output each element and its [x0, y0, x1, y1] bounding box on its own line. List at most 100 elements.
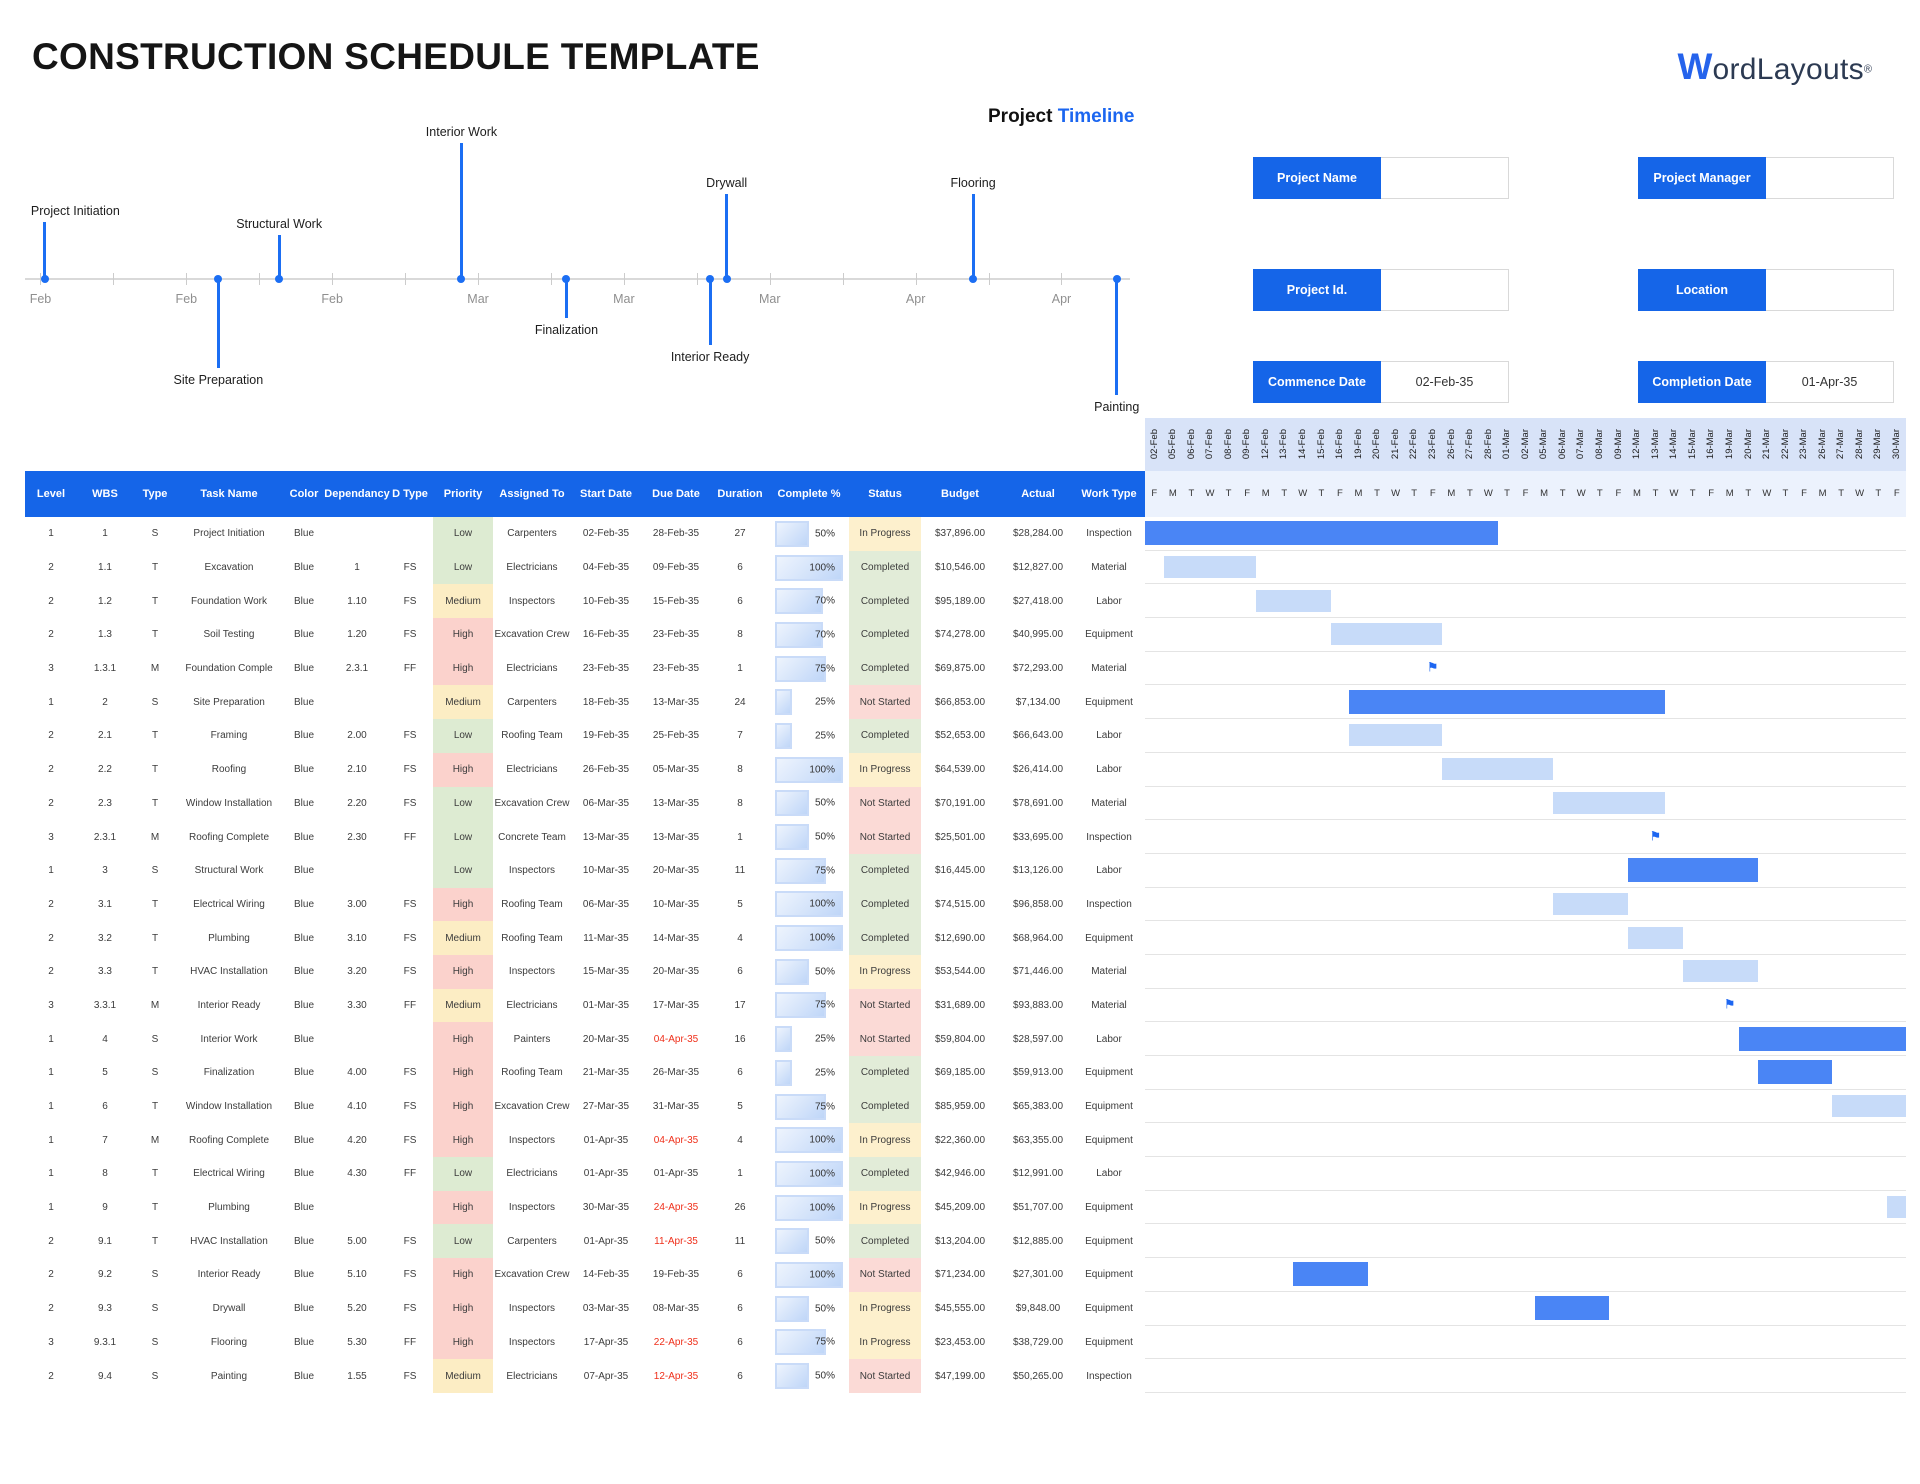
cell-type[interactable]: T	[151, 595, 159, 607]
cell-type[interactable]: T	[151, 730, 159, 742]
cell-complete[interactable]: 75%	[769, 989, 849, 1023]
cell-actual[interactable]: $93,883.00	[1012, 999, 1064, 1011]
cell-task-name[interactable]: Project Initiation	[193, 528, 265, 540]
cell-work-type[interactable]: Equipment	[1085, 1202, 1133, 1214]
cell-complete[interactable]: 75%	[769, 854, 849, 888]
cell-type[interactable]: S	[151, 696, 159, 708]
cell-task-name[interactable]: HVAC Installation	[190, 966, 268, 978]
cell-due-date[interactable]: 17-Mar-35	[652, 999, 700, 1011]
cell-task-name[interactable]: Interior Ready	[197, 1269, 261, 1281]
cell-dependency[interactable]: 5.10	[347, 1269, 367, 1281]
cell-due-date[interactable]: 15-Feb-35	[652, 595, 700, 607]
cell-wbs[interactable]: 3	[102, 865, 108, 877]
cell-dependency[interactable]	[327, 1022, 387, 1056]
cell-task-name[interactable]: Site Preparation	[193, 696, 265, 708]
cell-duration[interactable]: 8	[737, 629, 743, 641]
cell-type[interactable]: S	[151, 1033, 159, 1045]
cell-task-name[interactable]: Painting	[210, 1370, 248, 1382]
cell-d-type[interactable]: FF	[403, 831, 417, 843]
cell-level[interactable]: 1	[48, 1067, 54, 1079]
cell-dependency[interactable]: 1.20	[347, 629, 367, 641]
cell-actual[interactable]: $63,355.00	[1012, 1134, 1064, 1146]
cell-d-type[interactable]	[387, 1191, 433, 1225]
cell-budget[interactable]: $70,191.00	[934, 797, 986, 809]
cell-budget[interactable]: $16,445.00	[934, 865, 986, 877]
cell-due-date[interactable]: 14-Mar-35	[652, 932, 700, 944]
cell-priority[interactable]: High	[433, 651, 493, 686]
cell-priority[interactable]: High	[433, 1291, 493, 1326]
cell-level[interactable]: 1	[48, 696, 54, 708]
cell-work-type[interactable]: Equipment	[1085, 1303, 1133, 1315]
cell-level[interactable]: 1	[48, 1168, 54, 1180]
cell-actual[interactable]: $66,643.00	[1012, 730, 1064, 742]
cell-status[interactable]: In Progress	[849, 517, 921, 551]
cell-priority[interactable]: High	[433, 1022, 493, 1056]
cell-work-type[interactable]: Labor	[1096, 764, 1122, 776]
cell-task-name[interactable]: HVAC Installation	[190, 1235, 268, 1247]
cell-priority[interactable]: Low	[433, 719, 493, 753]
cell-color[interactable]: Blue	[293, 1303, 314, 1315]
cell-start-date[interactable]: 11-Mar-35	[583, 932, 629, 944]
cell-dependency[interactable]: 5.20	[347, 1303, 367, 1315]
cell-work-type[interactable]: Material	[1091, 966, 1127, 978]
cell-assigned-to[interactable]: Inspectors	[508, 1336, 556, 1348]
cell-wbs[interactable]: 2.3.1	[93, 831, 117, 843]
cell-actual[interactable]: $40,995.00	[1012, 629, 1064, 641]
cell-assigned-to[interactable]: Carpenters	[507, 696, 557, 708]
cell-actual[interactable]: $78,691.00	[1012, 797, 1064, 809]
cell-priority[interactable]: High	[433, 1258, 493, 1292]
cell-budget[interactable]: $47,199.00	[934, 1370, 986, 1382]
cell-wbs[interactable]: 9	[102, 1202, 108, 1214]
cell-level[interactable]: 1	[48, 865, 54, 877]
cell-task-name[interactable]: Finalization	[203, 1067, 255, 1079]
cell-complete[interactable]: 25%	[769, 719, 849, 753]
cell-priority[interactable]: High	[433, 887, 493, 922]
cell-work-type[interactable]: Equipment	[1085, 1269, 1133, 1281]
cell-complete[interactable]: 50%	[769, 1292, 849, 1326]
cell-budget[interactable]: $53,544.00	[934, 966, 986, 978]
cell-complete[interactable]: 50%	[769, 820, 849, 854]
cell-priority[interactable]: Low	[433, 1157, 493, 1191]
cell-status[interactable]: Completed	[849, 719, 921, 753]
cell-d-type[interactable]: FS	[403, 1269, 417, 1281]
cell-start-date[interactable]: 26-Feb-35	[582, 764, 630, 776]
cell-task-name[interactable]: Excavation	[204, 562, 254, 574]
cell-work-type[interactable]: Equipment	[1085, 932, 1133, 944]
cell-budget[interactable]: $45,209.00	[934, 1202, 986, 1214]
cell-type[interactable]: M	[150, 999, 160, 1011]
cell-duration[interactable]: 24	[734, 696, 746, 708]
info-field-value[interactable]: 02-Feb-35	[1381, 361, 1509, 403]
cell-priority[interactable]: High	[433, 752, 493, 787]
cell-budget[interactable]: $12,690.00	[934, 932, 986, 944]
cell-status[interactable]: Not Started	[849, 820, 921, 854]
cell-level[interactable]: 2	[48, 595, 54, 607]
cell-type[interactable]: S	[151, 1336, 159, 1348]
cell-start-date[interactable]: 27-Mar-35	[582, 1101, 630, 1113]
cell-dependency[interactable]	[327, 854, 387, 888]
cell-d-type[interactable]: FS	[403, 1067, 417, 1079]
cell-level[interactable]: 2	[48, 629, 54, 641]
cell-duration[interactable]: 6	[737, 1336, 743, 1348]
cell-priority[interactable]: High	[433, 1123, 493, 1158]
cell-status[interactable]: Completed	[849, 921, 921, 955]
cell-start-date[interactable]: 01-Apr-35	[583, 1235, 629, 1247]
cell-complete[interactable]: 100%	[769, 1191, 849, 1225]
cell-wbs[interactable]: 2.3	[98, 797, 112, 809]
cell-assigned-to[interactable]: Electricians	[506, 663, 558, 675]
cell-due-date[interactable]: 23-Feb-35	[652, 629, 700, 641]
cell-start-date[interactable]: 02-Feb-35	[582, 528, 630, 540]
cell-actual[interactable]: $12,885.00	[1012, 1235, 1064, 1247]
cell-duration[interactable]: 5	[737, 1101, 743, 1113]
cell-dependency[interactable]: 4.10	[347, 1101, 367, 1113]
cell-type[interactable]: S	[151, 1303, 159, 1315]
cell-complete[interactable]: 75%	[769, 1090, 849, 1124]
cell-complete[interactable]: 100%	[769, 1123, 849, 1157]
cell-status[interactable]: Not Started	[849, 988, 921, 1023]
cell-due-date[interactable]: 04-Apr-35	[653, 1033, 699, 1045]
cell-d-type[interactable]: FF	[403, 663, 417, 675]
cell-dependency[interactable]: 5.30	[347, 1336, 367, 1348]
cell-actual[interactable]: $28,284.00	[1012, 528, 1064, 540]
cell-work-type[interactable]: Equipment	[1085, 1134, 1133, 1146]
cell-actual[interactable]: $9,848.00	[1015, 1303, 1061, 1315]
cell-dependency[interactable]	[327, 685, 387, 719]
